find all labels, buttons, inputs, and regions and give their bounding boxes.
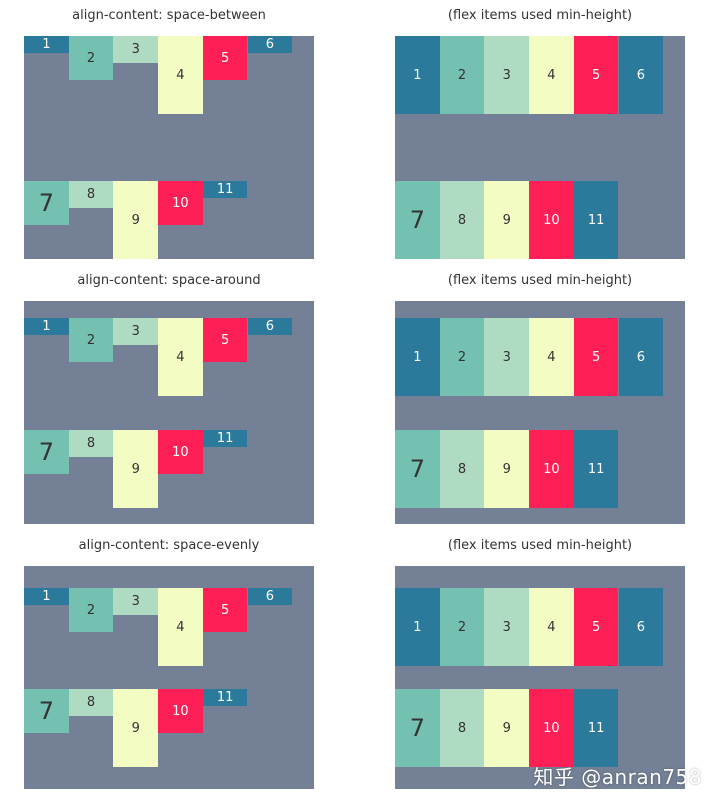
flex-item-1: 1 bbox=[395, 36, 440, 114]
flex-item-10: 10 bbox=[529, 689, 574, 767]
flex-item-3: 3 bbox=[113, 36, 159, 63]
flex-item-4: 4 bbox=[529, 36, 574, 114]
flex-item-9: 9 bbox=[484, 689, 530, 767]
flex-item-7: 7 bbox=[24, 181, 69, 225]
flex-item-3: 3 bbox=[113, 318, 159, 345]
caption-space-between: align-content: space-between bbox=[72, 8, 266, 23]
flex-item-9: 9 bbox=[113, 689, 159, 767]
flex-item-8: 8 bbox=[68, 181, 114, 208]
flex-item-5: 5 bbox=[573, 36, 619, 114]
flex-item-1: 1 bbox=[395, 318, 440, 396]
flex-item-2: 2 bbox=[439, 318, 485, 396]
flex-item-8: 8 bbox=[439, 689, 485, 767]
flex-item-11: 11 bbox=[202, 430, 248, 447]
flex-item-4: 4 bbox=[158, 36, 203, 114]
flex-item-10: 10 bbox=[158, 689, 203, 733]
flex-item-11: 11 bbox=[573, 430, 619, 508]
flex-item-10: 10 bbox=[158, 181, 203, 225]
flex-item-4: 4 bbox=[529, 588, 574, 666]
flex-item-9: 9 bbox=[484, 181, 530, 259]
flex-item-2: 2 bbox=[68, 588, 114, 632]
panel-space-between-min-height: 1 2 3 4 5 6 7 8 9 10 11 bbox=[395, 36, 685, 259]
flex-item-1: 1 bbox=[395, 588, 440, 666]
flex-item-2: 2 bbox=[439, 36, 485, 114]
flex-item-8: 8 bbox=[68, 689, 114, 716]
flex-item-6: 6 bbox=[618, 588, 664, 666]
flex-item-8: 8 bbox=[439, 181, 485, 259]
flex-item-7: 7 bbox=[395, 181, 440, 259]
flex-item-10: 10 bbox=[529, 181, 574, 259]
flex-item-4: 4 bbox=[158, 318, 203, 396]
flex-item-2: 2 bbox=[68, 318, 114, 362]
caption-space-evenly: align-content: space-evenly bbox=[78, 538, 260, 553]
panel-space-evenly-min-height: 1 2 3 4 5 6 7 8 9 10 11 bbox=[395, 566, 685, 789]
flex-item-5: 5 bbox=[573, 318, 619, 396]
flex-item-3: 3 bbox=[113, 588, 159, 615]
caption-min-height-3: (flex items used min-height) bbox=[447, 538, 633, 553]
flex-item-3: 3 bbox=[484, 588, 530, 666]
flex-item-4: 4 bbox=[158, 588, 203, 666]
caption-min-height-2: (flex items used min-height) bbox=[447, 273, 633, 288]
flex-item-7: 7 bbox=[24, 430, 69, 474]
flex-item-11: 11 bbox=[202, 689, 248, 706]
flex-item-8: 8 bbox=[68, 430, 114, 457]
flex-item-3: 3 bbox=[484, 36, 530, 114]
flex-item-3: 3 bbox=[484, 318, 530, 396]
flex-item-4: 4 bbox=[529, 318, 574, 396]
flex-item-1: 1 bbox=[24, 318, 69, 335]
flex-item-1: 1 bbox=[24, 36, 69, 53]
flex-item-6: 6 bbox=[247, 36, 293, 53]
flex-item-5: 5 bbox=[573, 588, 619, 666]
flex-item-10: 10 bbox=[529, 430, 574, 508]
flex-item-9: 9 bbox=[113, 181, 159, 259]
flex-item-5: 5 bbox=[202, 588, 248, 632]
flex-item-7: 7 bbox=[24, 689, 69, 733]
flex-item-2: 2 bbox=[439, 588, 485, 666]
flex-item-8: 8 bbox=[439, 430, 485, 508]
flex-item-6: 6 bbox=[247, 318, 293, 335]
flex-item-5: 5 bbox=[202, 36, 248, 80]
caption-space-around: align-content: space-around bbox=[77, 273, 261, 288]
flex-item-2: 2 bbox=[68, 36, 114, 80]
flex-item-9: 9 bbox=[484, 430, 530, 508]
panel-space-evenly: 1 2 3 4 5 6 7 8 9 10 11 bbox=[24, 566, 314, 789]
flex-item-10: 10 bbox=[158, 430, 203, 474]
flex-item-9: 9 bbox=[113, 430, 159, 508]
flex-item-1: 1 bbox=[24, 588, 69, 605]
flex-item-6: 6 bbox=[247, 588, 293, 605]
panel-space-around: 1 2 3 4 5 6 7 8 9 10 11 bbox=[24, 301, 314, 524]
flex-item-11: 11 bbox=[202, 181, 248, 198]
flex-item-6: 6 bbox=[618, 318, 664, 396]
flex-item-7: 7 bbox=[395, 689, 440, 767]
flex-item-11: 11 bbox=[573, 689, 619, 767]
watermark-text: 知乎 @anran758 bbox=[533, 765, 702, 789]
panel-space-around-min-height: 1 2 3 4 5 6 7 8 9 10 11 bbox=[395, 301, 685, 524]
flex-item-7: 7 bbox=[395, 430, 440, 508]
flex-item-11: 11 bbox=[573, 181, 619, 259]
caption-min-height-1: (flex items used min-height) bbox=[447, 8, 633, 23]
flex-item-5: 5 bbox=[202, 318, 248, 362]
flex-item-6: 6 bbox=[618, 36, 664, 114]
panel-space-between: 1 2 3 4 5 6 7 8 9 10 11 bbox=[24, 36, 314, 259]
